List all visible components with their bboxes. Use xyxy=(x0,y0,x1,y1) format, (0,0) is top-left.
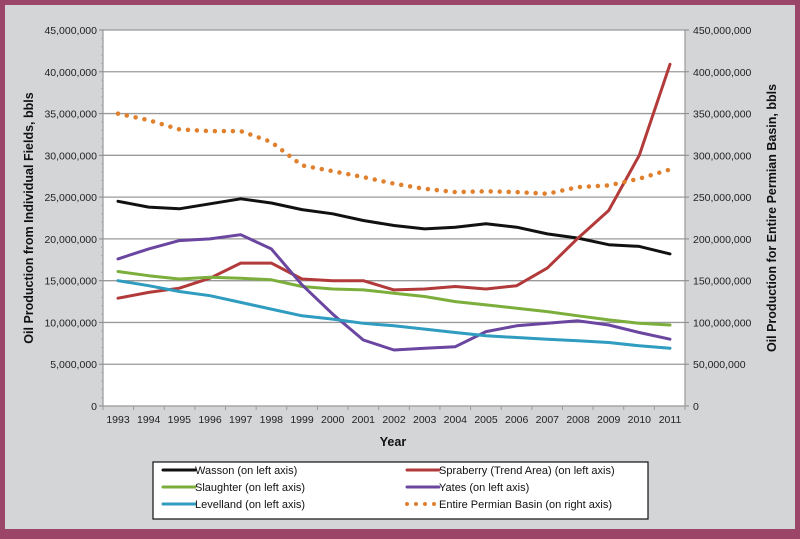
left-tick-label: 45,000,000 xyxy=(44,25,97,37)
right-axis-ticks: 0 50,000,000 100,000,000 150,000,000 200,000… xyxy=(685,25,752,413)
legend: Wasson (on left axis) Spraberry (Trend Ar… xyxy=(152,461,649,520)
right-tick-label: 150,000,000 xyxy=(693,276,752,288)
x-tick-label: 1998 xyxy=(260,414,284,426)
x-tick-label: 1996 xyxy=(198,414,222,426)
x-tick-label: 2011 xyxy=(659,414,682,426)
x-axis-title: Year xyxy=(380,435,407,449)
right-tick-label: 100,000,000 xyxy=(693,317,752,329)
legend-label-levelland: Levelland (on left axis) xyxy=(195,499,305,511)
right-tick-label: 0 xyxy=(693,401,699,413)
left-tick-label: 30,000,000 xyxy=(44,150,97,162)
left-tick-label: 10,000,000 xyxy=(44,317,97,329)
legend-label-wasson: Wasson (on left axis) xyxy=(195,465,297,477)
right-axis-title: Oil Production for Entire Permian Basin,… xyxy=(765,84,779,352)
x-tick-label: 2010 xyxy=(628,414,652,426)
series-lines xyxy=(115,62,673,352)
left-tick-label: 35,000,000 xyxy=(44,109,97,121)
left-tick-label: 25,000,000 xyxy=(44,192,97,204)
series-line-levelland xyxy=(116,279,672,350)
axes xyxy=(102,30,686,407)
series-line-entire-permian-basin xyxy=(115,111,673,197)
left-tick-label: 15,000,000 xyxy=(44,276,97,288)
right-tick-label: 450,000,000 xyxy=(693,25,752,37)
plot-area xyxy=(103,30,685,406)
legend-box xyxy=(152,461,649,520)
x-tick-label: 2006 xyxy=(505,414,529,426)
x-tick-label: 2005 xyxy=(474,414,498,426)
left-tick-label: 5,000,000 xyxy=(50,359,97,371)
x-tick-label: 2009 xyxy=(597,414,621,426)
x-tick-label: 2003 xyxy=(413,414,437,426)
x-tick-label: 1993 xyxy=(106,414,130,426)
x-tick-label: 2002 xyxy=(382,414,406,426)
left-tick-label: 0 xyxy=(91,401,97,413)
legend-label-yates: Yates (on left axis) xyxy=(439,482,529,494)
right-tick-label: 50,000,000 xyxy=(693,359,746,371)
right-tick-label: 300,000,000 xyxy=(693,150,752,162)
right-tick-label: 250,000,000 xyxy=(693,192,752,204)
x-tick-label: 1997 xyxy=(229,414,253,426)
left-axis-title: Oil Production from Individual Fields, b… xyxy=(22,92,36,343)
x-tick-label: 2008 xyxy=(566,414,590,426)
legend-label-slaughter: Slaughter (on left axis) xyxy=(195,482,305,494)
x-tick-label: 1994 xyxy=(137,414,161,426)
series-line-yates xyxy=(116,233,672,352)
x-tick-label: 2007 xyxy=(536,414,560,426)
legend-label-entire-permian-basin: Entire Permian Basin (on right axis) xyxy=(439,499,612,511)
left-tick-label: 20,000,000 xyxy=(44,234,97,246)
x-tick-label: 1995 xyxy=(168,414,192,426)
left-axis-ticks: 0 5,000,000 10,000,000 15,000,000 20,000,000… xyxy=(44,25,103,413)
right-tick-label: 350,000,000 xyxy=(693,109,752,121)
x-axis-ticks: 1993 1994 1995 1996 1997 1998 1999 2000 2001 2002… xyxy=(102,406,686,426)
right-tick-label: 400,000,000 xyxy=(693,67,752,79)
series-line-slaughter xyxy=(116,270,672,327)
x-tick-label: 2001 xyxy=(352,414,376,426)
right-tick-label: 200,000,000 xyxy=(693,234,752,246)
left-tick-label: 40,000,000 xyxy=(44,67,97,79)
legend-items: Wasson (on left axis) Spraberry (Trend Ar… xyxy=(161,465,615,511)
x-tick-label: 2004 xyxy=(444,414,468,426)
x-tick-label: 2000 xyxy=(321,414,345,426)
x-tick-label: 1999 xyxy=(290,414,314,426)
legend-label-spraberry: Spraberry (Trend Area) (on left axis) xyxy=(439,465,615,477)
